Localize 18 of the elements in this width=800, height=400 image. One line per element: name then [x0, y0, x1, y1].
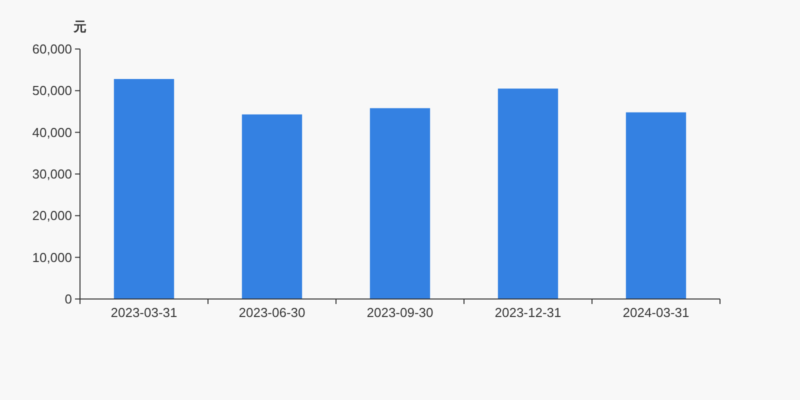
bar — [626, 112, 686, 299]
y-tick-label: 10,000 — [32, 250, 72, 265]
y-tick-label: 0 — [64, 292, 72, 306]
x-tick-label: 2024-03-31 — [622, 305, 690, 320]
y-tick-label: 50,000 — [32, 83, 72, 98]
x-tick-label: 2023-03-31 — [110, 305, 178, 320]
y-tick-label: 30,000 — [32, 166, 72, 182]
y-tick-label: 20,000 — [32, 208, 72, 224]
x-tick-label: 2023-06-30 — [238, 305, 306, 320]
bar — [114, 79, 174, 299]
bar — [370, 108, 430, 299]
bar — [498, 88, 558, 299]
x-tick-label: 2023-09-30 — [366, 305, 434, 320]
x-tick-label: 2023-12-31 — [494, 305, 562, 320]
y-tick-label: 40,000 — [32, 124, 72, 140]
y-tick-label: 60,000 — [32, 42, 72, 56]
y-axis-title: 元 — [72, 19, 86, 34]
bar — [242, 114, 302, 299]
